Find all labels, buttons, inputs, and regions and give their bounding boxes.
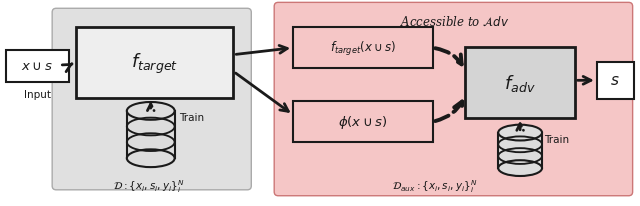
Ellipse shape xyxy=(127,103,175,120)
Text: $f_{target}$: $f_{target}$ xyxy=(131,51,179,75)
FancyBboxPatch shape xyxy=(498,133,542,168)
FancyBboxPatch shape xyxy=(465,48,575,118)
FancyBboxPatch shape xyxy=(6,50,69,83)
Text: $x \cup s$: $x \cup s$ xyxy=(21,60,53,73)
Ellipse shape xyxy=(498,160,542,176)
FancyBboxPatch shape xyxy=(274,3,632,196)
FancyBboxPatch shape xyxy=(293,102,433,143)
FancyBboxPatch shape xyxy=(127,111,175,158)
Text: $s$: $s$ xyxy=(610,74,620,88)
FancyBboxPatch shape xyxy=(596,62,634,99)
FancyBboxPatch shape xyxy=(76,28,234,99)
Text: $\phi(x \cup s)$: $\phi(x \cup s)$ xyxy=(338,114,388,131)
FancyBboxPatch shape xyxy=(293,28,433,69)
Text: Input: Input xyxy=(24,90,51,100)
Text: $\mathcal{D}_{aux} : \{x_i, s_i, y_i\}_i^N$: $\mathcal{D}_{aux} : \{x_i, s_i, y_i\}_i… xyxy=(392,177,477,194)
Ellipse shape xyxy=(127,150,175,167)
Text: Train: Train xyxy=(179,112,204,122)
Text: $f_{adv}$: $f_{adv}$ xyxy=(504,73,536,93)
Ellipse shape xyxy=(498,125,542,141)
Text: Train: Train xyxy=(544,134,569,144)
Text: $f_{target}(x \cup s)$: $f_{target}(x \cup s)$ xyxy=(330,40,396,57)
FancyBboxPatch shape xyxy=(52,9,252,190)
Text: $\mathcal{D} : \{x_i, s_i, y_i\}_i^N$: $\mathcal{D} : \{x_i, s_i, y_i\}_i^N$ xyxy=(113,177,184,194)
Text: Accessible to $\mathcal{A}dv$: Accessible to $\mathcal{A}dv$ xyxy=(400,15,509,28)
